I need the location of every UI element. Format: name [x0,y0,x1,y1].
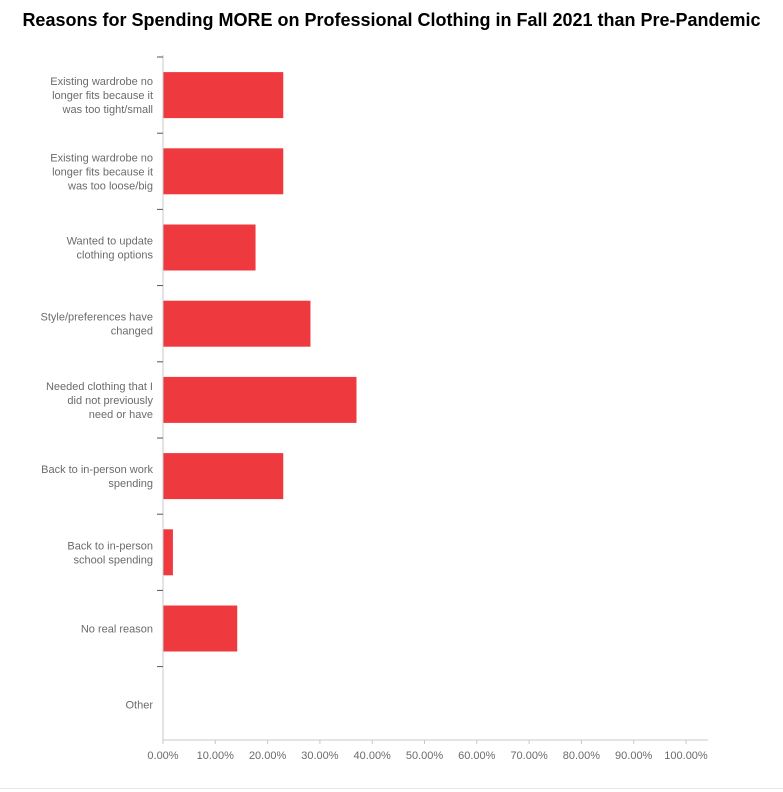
category-label: Existing wardrobe no longer fits because … [50,152,153,192]
category-label-line: school spending [73,554,153,566]
x-tick-label: 90.00% [615,750,653,762]
bar [163,300,311,347]
category-label-line: clothing options [77,250,154,262]
bar [163,605,238,652]
category-labels: Existing wardrobe no longer fits because … [40,76,153,712]
category-label: No real reason [81,624,153,636]
category-label: Wanted to update clothing options [67,236,154,262]
category-label-line: longer fits because it [52,166,153,178]
bar [163,529,173,576]
category-label-line: Style/preferences have [40,312,153,324]
category-label: Existing wardrobe no longer fits because … [50,76,153,116]
category-label-line: Needed clothing that I [46,381,153,393]
category-label-line: spending [108,478,153,490]
bar [163,224,256,271]
category-label-line: Back to in-person work [41,464,153,476]
category-label: Back to in-person work spending [41,464,153,490]
x-tick-label: 20.00% [249,750,287,762]
category-label-line: did not previously [67,395,153,407]
x-tick-label: 50.00% [406,750,444,762]
category-label: Style/preferences have changed [40,312,153,338]
x-tick-labels: 0.00% 10.00% 20.00% 30.00% 40.00% 50.00% 60.00… [147,750,708,762]
x-tick-label: 40.00% [354,750,392,762]
bar [163,72,284,119]
x-tick-label: 80.00% [563,750,601,762]
category-label-line: need or have [89,409,153,421]
category-label-line: Wanted to update [67,236,153,248]
x-tick-label: 0.00% [147,750,178,762]
category-label-line: Existing wardrobe no [50,76,153,88]
bar [163,453,284,500]
category-label-line: longer fits because it [52,90,153,102]
category-label: Other [125,700,153,712]
category-label-line: was too tight/small [62,104,153,116]
bar [163,148,284,195]
category-label-line: No real reason [81,624,153,636]
x-tick-label: 70.00% [510,750,548,762]
x-tick-label: 100.00% [664,750,708,762]
x-tick-label: 30.00% [301,750,339,762]
category-label-line: was too loose/big [67,180,153,192]
category-label: Needed clothing that I did not previously… [46,381,154,421]
x-tick-label: 10.00% [197,750,235,762]
bars [163,72,357,652]
category-label-line: Existing wardrobe no [50,152,153,164]
category-label-line: Back to in-person [67,540,153,552]
bottom-divider [0,788,783,789]
chart-title: Reasons for Spending MORE on Professiona… [22,10,761,30]
axes [157,55,708,744]
category-label: Back to in-person school spending [67,540,153,566]
bar [163,376,357,423]
category-label-line: Other [125,700,153,712]
x-tick-label: 60.00% [458,750,496,762]
category-label-line: changed [111,326,153,338]
